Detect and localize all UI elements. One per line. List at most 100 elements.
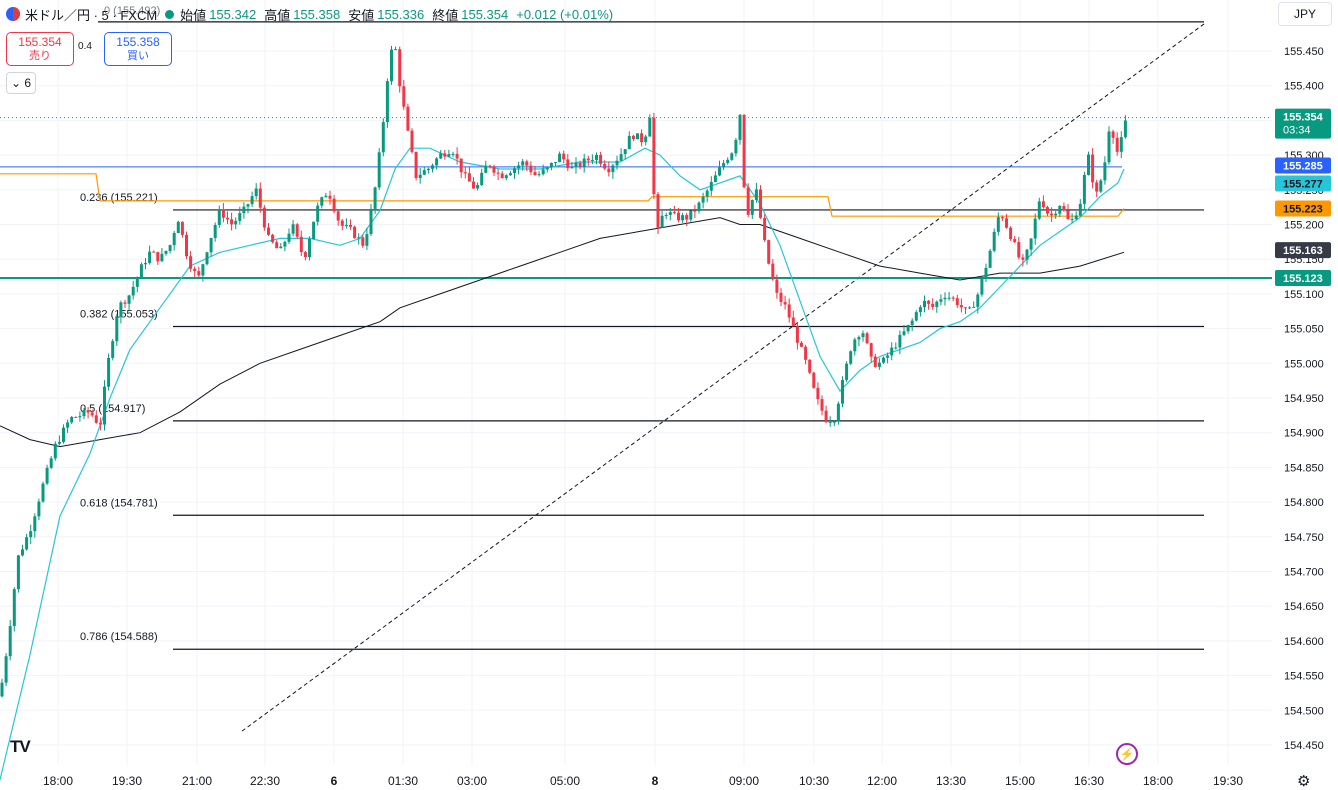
candle-body [992, 231, 996, 251]
price-tick-label: 154.650 [1284, 601, 1324, 613]
candle-body [33, 516, 37, 532]
candle-body [820, 399, 824, 411]
indicators-toggle[interactable]: ⌄ 6 [6, 72, 36, 94]
candle-body [873, 356, 877, 367]
currency-selector[interactable]: JPY [1278, 2, 1332, 26]
candle-body [861, 333, 865, 338]
candle-body [1087, 154, 1090, 175]
candle-body [107, 357, 111, 387]
candle-body [242, 206, 246, 214]
candle-body [287, 233, 291, 242]
price-badge-label: 155.277 [1283, 179, 1323, 191]
candle-body [209, 237, 213, 253]
candle-body [377, 152, 381, 188]
lightning-icon[interactable]: ⚡ [1116, 743, 1138, 765]
open-value: 155.342 [209, 6, 257, 22]
time-tick-label: 09:00 [729, 774, 759, 788]
candle-body [340, 220, 344, 226]
candle-body [779, 292, 783, 303]
low-value: 155.336 [377, 6, 425, 22]
ema-line [0, 147, 1125, 780]
candle-body [906, 324, 910, 332]
candle-body [636, 133, 639, 140]
candle-body [787, 304, 791, 318]
candle-body [394, 49, 398, 51]
candle-body [713, 175, 717, 182]
candle-body [582, 158, 586, 167]
candle-body [324, 195, 328, 198]
candle-body [37, 501, 41, 517]
candle-body [381, 122, 385, 153]
fib-level-label: 0.236 (155.221) [80, 192, 158, 204]
candle-body [246, 204, 250, 207]
time-tick-label: 18:00 [1143, 774, 1173, 788]
price-tick-label: 155.400 [1284, 81, 1324, 93]
candle-body [213, 225, 217, 238]
candle-body [197, 271, 201, 276]
candle-body [414, 151, 418, 178]
candle-body [795, 326, 799, 343]
candle-body [1054, 213, 1058, 216]
candle-body [734, 139, 738, 154]
time-tick-label: 6 [331, 774, 338, 788]
candle-body [283, 241, 287, 247]
candle-body [66, 422, 70, 428]
candle-body [205, 252, 209, 265]
price-tick-label: 154.900 [1284, 428, 1324, 440]
candle-body [898, 334, 902, 348]
candle-body [570, 167, 574, 169]
candle-body [923, 300, 926, 308]
candle-body [303, 252, 307, 257]
candle-body [693, 210, 697, 212]
candle-body [398, 49, 402, 87]
candle-body [344, 224, 348, 226]
candle-body [144, 262, 147, 265]
grid [0, 0, 1272, 765]
buy-button[interactable]: 155.358 買い [104, 32, 172, 66]
candle-body [262, 207, 266, 228]
high-label: 高値 [264, 7, 291, 23]
candle-body [578, 162, 582, 167]
candle-body [595, 154, 598, 160]
candle-body [767, 240, 771, 264]
fib-level-label: 0.618 (154.781) [80, 497, 158, 509]
candle-body [537, 174, 541, 176]
candle-body [1074, 215, 1078, 220]
candle-body [57, 441, 61, 444]
time-tick-label: 19:30 [112, 774, 142, 788]
candle-body [791, 317, 795, 327]
price-badge [1275, 108, 1331, 139]
candle-body [98, 422, 102, 425]
candle-body [172, 232, 176, 246]
candle-body [164, 250, 168, 254]
candle-body [226, 217, 229, 220]
symbol-title[interactable]: 米ドル／円 · 5 · FXCM [25, 7, 158, 23]
candle-body [1091, 154, 1095, 183]
candle-body [664, 214, 668, 216]
flag-icon [6, 7, 20, 21]
candle-body [1095, 182, 1099, 192]
candle-body [189, 256, 193, 269]
gear-icon[interactable]: ⚙ [1297, 773, 1311, 790]
candle-body [1046, 207, 1049, 214]
tradingview-logo[interactable]: TV [10, 737, 31, 756]
candle-body [562, 153, 566, 160]
candle-body [45, 467, 49, 484]
candle-body [127, 295, 131, 304]
candle-body [180, 221, 184, 235]
candle-body [976, 294, 980, 307]
candle-body [1066, 210, 1070, 220]
candle-body [988, 250, 992, 268]
candle-body [808, 359, 812, 373]
candle-body [78, 416, 82, 418]
candle-body [123, 302, 127, 304]
candle-body [652, 117, 656, 195]
candle-body [74, 416, 78, 418]
sell-button[interactable]: 155.354 売り [6, 32, 74, 66]
candle-body [984, 267, 988, 279]
candle-body [697, 202, 701, 212]
candle-body [131, 286, 135, 296]
candle-body [320, 197, 324, 206]
price-badge-countdown: 03:34 [1283, 125, 1311, 137]
